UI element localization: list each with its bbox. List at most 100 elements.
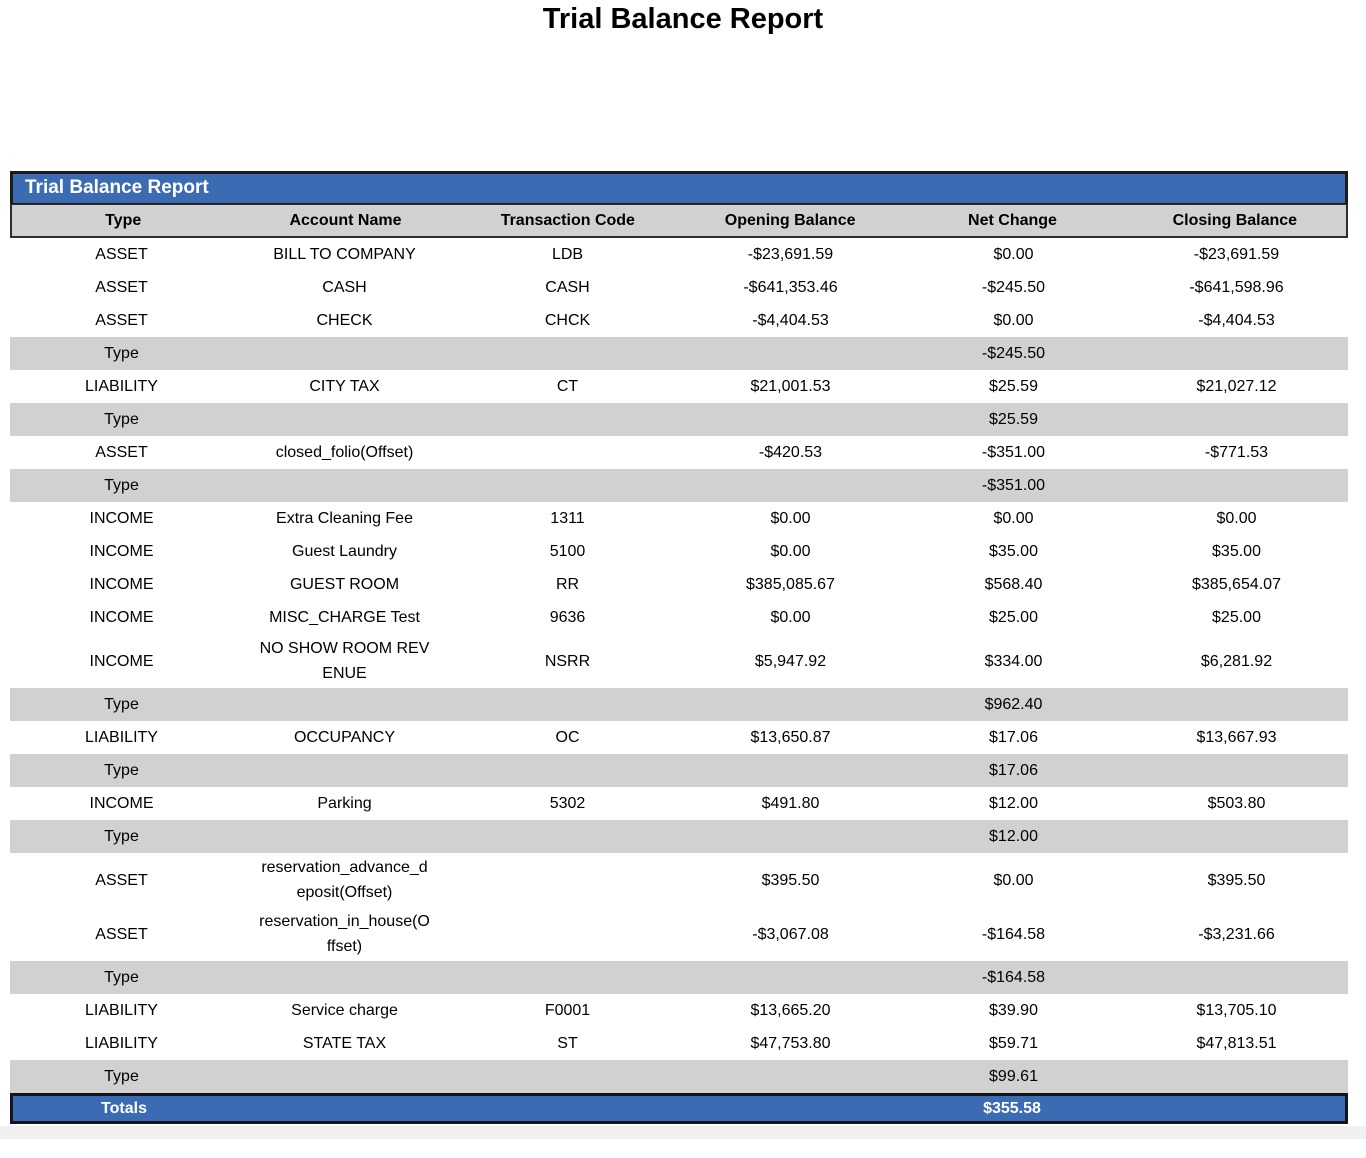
cell-closing-balance: $13,705.10	[1196, 1002, 1277, 1019]
column-header-closing-balance: Closing Balance	[1172, 211, 1298, 229]
table-row: ASSET BILL TO COMPANY LDB -$23,691.59 $0.00 -…	[10, 238, 1348, 271]
subtotal-net-change: -$164.58	[981, 969, 1046, 986]
cell-net-change: $59.71	[989, 1035, 1038, 1052]
cell-opening-balance: $21,001.53	[750, 378, 831, 395]
table-title-bar: Trial Balance Report	[10, 171, 1348, 204]
type-subtotal-row: Type $99.61	[10, 1060, 1348, 1093]
cell-opening-balance: $395.50	[761, 871, 820, 889]
cell-closing-balance: $6,281.92	[1200, 652, 1273, 670]
cell-closing-balance: $395.50	[1207, 871, 1266, 889]
subtotal-net-change: -$245.50	[981, 345, 1046, 362]
cell-opening-balance: $491.80	[761, 795, 820, 812]
table-row: LIABILITY OCCUPANCY OC $13,650.87 $17.06 $13,…	[10, 721, 1348, 754]
subtotal-label: Type	[104, 345, 139, 362]
cell-net-change: $334.00	[984, 652, 1043, 670]
cell-closing-balance: -$3,231.66	[1198, 925, 1275, 943]
table-row: ASSET CASH CASH -$641,353.46 -$245.50 -$641,5…	[10, 271, 1348, 304]
cell-account-name: NO SHOW ROOM REVENUE	[259, 640, 430, 682]
cell-account-name: MISC_CHARGE Test	[269, 609, 420, 626]
type-subtotal-row: Type -$245.50	[10, 337, 1348, 370]
table-row: INCOME MISC_CHARGE Test 9636 $0.00 $25.00 $25…	[10, 601, 1348, 634]
cell-closing-balance: $0.00	[1216, 510, 1257, 527]
cell-opening-balance: -$3,067.08	[752, 925, 829, 943]
cell-account-name: OCCUPANCY	[293, 729, 396, 746]
cell-account-name: CHECK	[316, 312, 373, 329]
cell-transaction-code: 5100	[549, 543, 586, 560]
type-subtotal-row: Type $12.00	[10, 820, 1348, 853]
subtotal-label: Type	[104, 411, 139, 428]
cell-opening-balance: $47,753.80	[750, 1035, 831, 1052]
cell-account-name: reservation_in_house(Offset)	[259, 913, 430, 955]
cell-net-change: $25.00	[989, 609, 1038, 626]
totals-label: Totals	[101, 1099, 147, 1117]
type-subtotal-row: Type -$351.00	[10, 469, 1348, 502]
cell-transaction-code: RR	[555, 576, 580, 593]
totals-row: Totals $355.58	[10, 1093, 1348, 1124]
table-row: ASSET closed_folio(Offset) -$420.53 -$351.0…	[10, 436, 1348, 469]
cell-type: ASSET	[95, 312, 148, 329]
cell-account-name: reservation_advance_deposit(Offset)	[261, 859, 428, 901]
cell-account-name: closed_folio(Offset)	[275, 444, 414, 461]
cell-type: LIABILITY	[85, 378, 158, 395]
cell-type: INCOME	[89, 795, 154, 812]
cell-net-change: -$245.50	[981, 279, 1046, 296]
cell-transaction-code	[456, 451, 679, 455]
cell-net-change: $12.00	[989, 795, 1038, 812]
table-row: INCOME Guest Laundry 5100 $0.00 $35.00 $35.00	[10, 535, 1348, 568]
subtotal-label: Type	[104, 969, 139, 986]
cell-transaction-code: CASH	[545, 279, 590, 296]
cell-account-name: Parking	[317, 795, 372, 812]
cell-closing-balance: $35.00	[1212, 543, 1261, 560]
table-row: LIABILITY Service charge F0001 $13,665.20 $3…	[10, 994, 1348, 1027]
cell-type: ASSET	[95, 925, 148, 943]
cell-net-change: $0.00	[993, 312, 1034, 329]
table-row: INCOME NO SHOW ROOM REVENUE NSRR $5,947.92 $…	[10, 634, 1348, 688]
cell-transaction-code	[456, 878, 679, 882]
cell-transaction-code: CT	[556, 378, 579, 395]
subtotal-net-change: $12.00	[989, 828, 1038, 845]
cell-type: ASSET	[95, 279, 148, 296]
subtotal-net-change: $962.40	[984, 696, 1043, 713]
trial-balance-report-table: Trial Balance Report Type Account Name T…	[10, 171, 1348, 1124]
cell-account-name: CASH	[322, 279, 367, 296]
cell-closing-balance: -$641,598.96	[1189, 279, 1284, 296]
cell-opening-balance: -$641,353.46	[743, 279, 838, 296]
cell-account-name: Service charge	[291, 1002, 398, 1019]
subtotal-label: Type	[104, 1068, 139, 1085]
cell-opening-balance: -$4,404.53	[752, 312, 829, 329]
cell-transaction-code: LDB	[551, 246, 584, 263]
table-title-label: Trial Balance Report	[25, 177, 209, 198]
table-row: LIABILITY STATE TAX ST $47,753.80 $59.71 $47,…	[10, 1027, 1348, 1060]
subtotal-label: Type	[104, 696, 139, 713]
cell-type: ASSET	[95, 871, 148, 889]
cell-account-name: BILL TO COMPANY	[273, 246, 416, 263]
table-row: ASSET reservation_advance_deposit(Offset)…	[10, 853, 1348, 907]
cell-opening-balance: $13,650.87	[750, 729, 831, 746]
cell-net-change: $17.06	[989, 729, 1038, 746]
cell-account-name: CITY TAX	[309, 378, 380, 395]
cell-account-name: GUEST ROOM	[289, 576, 400, 593]
cell-transaction-code: 1311	[550, 510, 585, 527]
cell-type: LIABILITY	[85, 1002, 158, 1019]
cell-opening-balance: $5,947.92	[754, 652, 827, 670]
cell-type: INCOME	[89, 609, 154, 626]
subtotal-net-change: -$351.00	[981, 477, 1046, 494]
cell-opening-balance: $0.00	[770, 510, 811, 527]
cell-closing-balance: -$23,691.59	[1193, 246, 1280, 263]
cell-account-name: Extra Cleaning Fee	[276, 510, 413, 527]
cell-net-change: -$164.58	[981, 925, 1046, 943]
cell-opening-balance: $0.00	[770, 543, 811, 560]
cell-net-change: $568.40	[984, 576, 1043, 593]
table-row: INCOME GUEST ROOM RR $385,085.67 $568.40 $385…	[10, 568, 1348, 601]
subtotal-net-change: $25.59	[989, 411, 1038, 428]
column-header-net-change: Net Change	[968, 211, 1057, 229]
table-row: INCOME Extra Cleaning Fee 1311 $0.00 $0.00 $0…	[10, 502, 1348, 535]
cell-type: INCOME	[89, 510, 154, 527]
subtotal-label: Type	[104, 477, 139, 494]
cell-transaction-code: CHCK	[544, 312, 591, 329]
cell-account-name: Guest Laundry	[292, 543, 397, 560]
type-subtotal-row: Type $25.59	[10, 403, 1348, 436]
cell-net-change: $39.90	[989, 1002, 1038, 1019]
cell-opening-balance: -$23,691.59	[747, 246, 834, 263]
column-header-type: Type	[105, 211, 142, 229]
